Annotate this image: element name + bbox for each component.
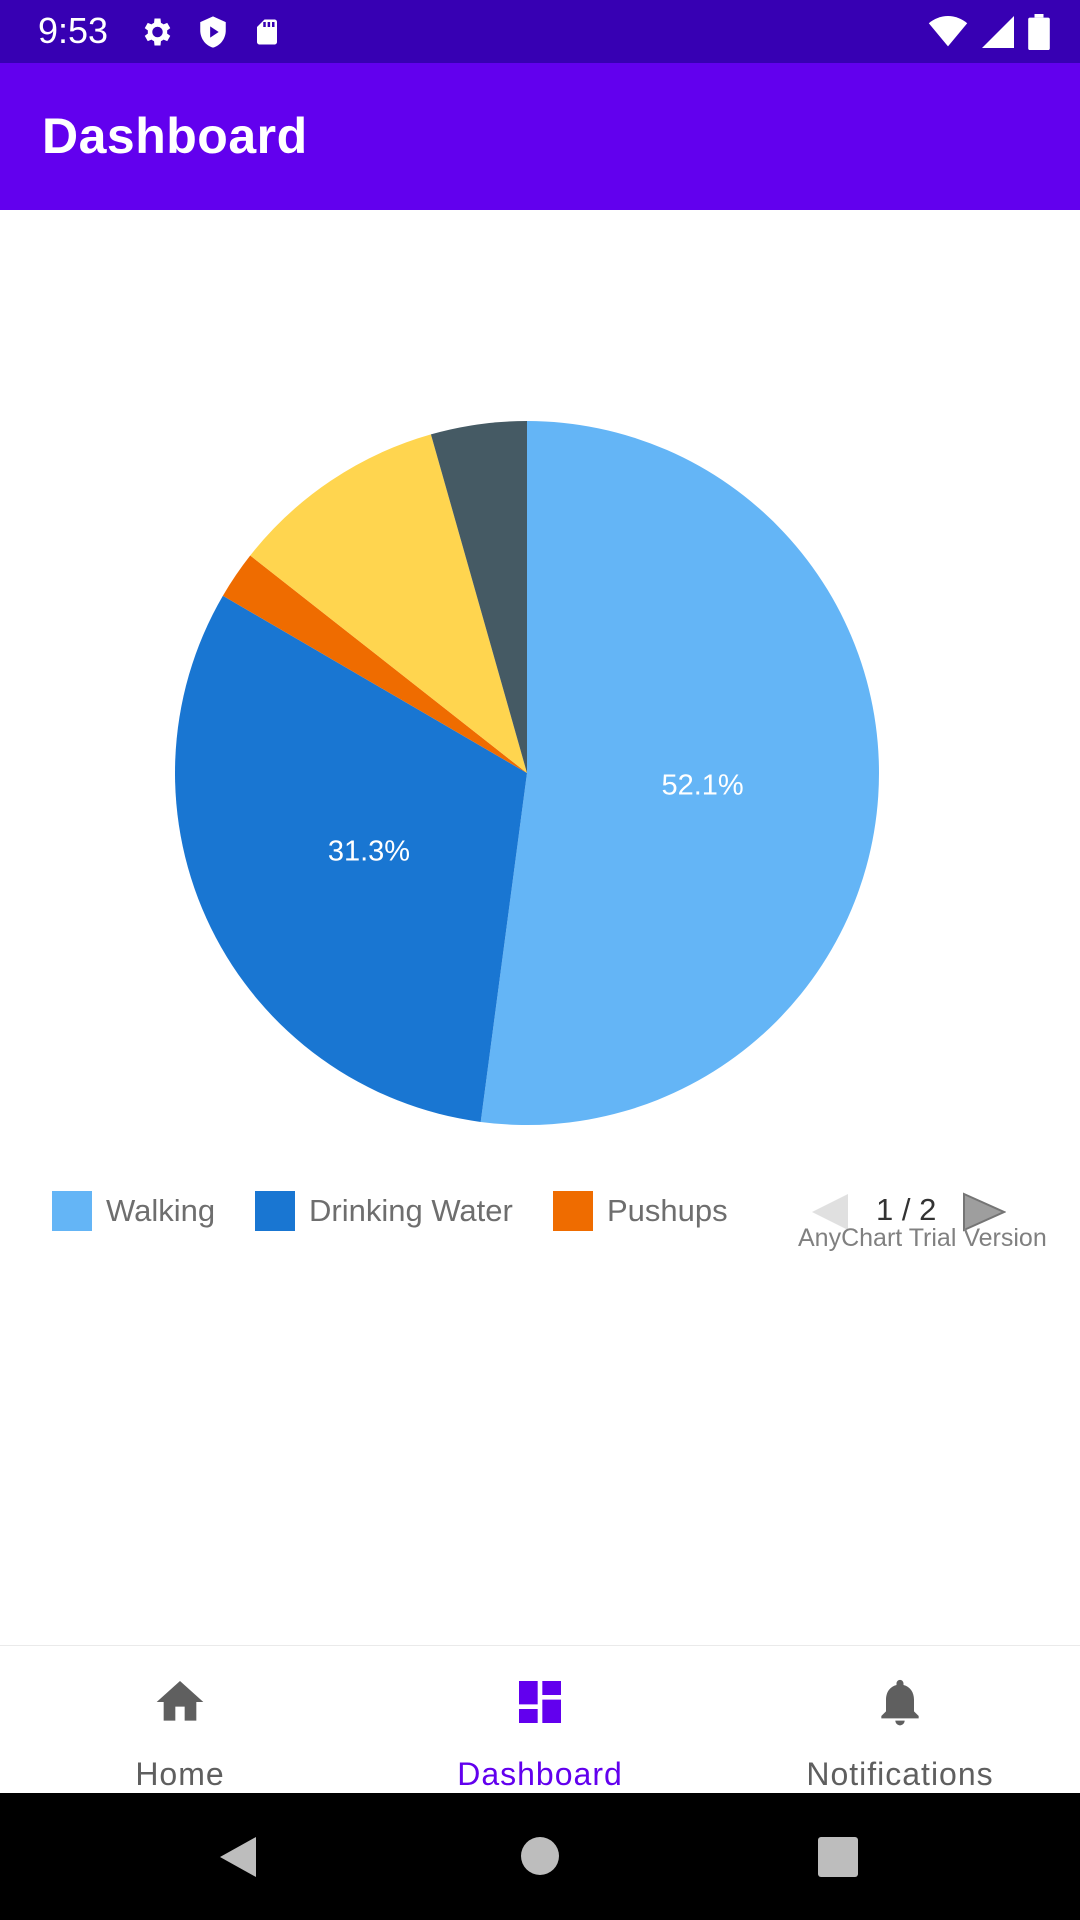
pie-slice-item-4[interactable] [430, 421, 527, 773]
sd-card-icon [257, 19, 277, 45]
status-time: 9:53 [38, 10, 109, 51]
legend-swatch [553, 1191, 593, 1231]
legend-page-indicator: 1 / 2 [876, 1192, 937, 1227]
page-title: Dashboard [42, 108, 308, 164]
nav-item-notifications[interactable]: Notifications [720, 1646, 1080, 1794]
back-icon[interactable] [216, 1833, 260, 1881]
chart-legend: Walking Drinking Water Pushups [0, 1185, 1080, 1245]
home-icon [156, 1681, 204, 1721]
nav-item-dashboard[interactable]: Dashboard [360, 1646, 720, 1794]
legend-label: Pushups [607, 1193, 728, 1228]
legend-prev-icon[interactable] [810, 1192, 850, 1232]
nav-label: Notifications [806, 1756, 994, 1792]
home-circle-icon[interactable] [519, 1835, 561, 1877]
recents-icon[interactable] [817, 1836, 859, 1878]
battery-icon [1028, 14, 1050, 50]
pie-data-label: 52.1% [661, 770, 743, 802]
legend-label: Walking [106, 1193, 216, 1228]
legend-pager: 1 / 2 [810, 1190, 1010, 1234]
legend-next-icon[interactable] [962, 1192, 1006, 1232]
signal-icon [982, 16, 1014, 48]
legend-swatch [255, 1191, 295, 1231]
pie-slice-drinking-water[interactable] [174, 595, 527, 1122]
bell-icon [881, 1679, 919, 1726]
pie-slice-pushups[interactable] [222, 555, 527, 773]
nav-label: Home [135, 1756, 225, 1792]
bottom-nav: Home Dashboard Notifications [0, 1645, 1080, 1794]
pie-chart-svg: 52.1% 31.3% [174, 421, 879, 1125]
settings-icon [144, 18, 171, 46]
shield-play-icon [200, 16, 226, 48]
wifi-icon [928, 16, 968, 47]
pie-data-label: 31.3% [328, 835, 410, 867]
pie-chart: 52.1% 31.3% [0, 210, 1080, 1210]
system-nav-bar [0, 1793, 1080, 1920]
legend-item-drinking-water[interactable]: Drinking Water [255, 1191, 513, 1231]
pie-slice-item-3[interactable] [250, 434, 527, 773]
legend-item-walking[interactable]: Walking [52, 1191, 215, 1231]
nav-label: Dashboard [457, 1756, 623, 1792]
status-bar: 9:53 [0, 0, 1080, 63]
pie-slice-walking[interactable] [480, 421, 879, 1125]
dashboard-icon [519, 1681, 561, 1723]
nav-item-home[interactable]: Home [0, 1646, 360, 1794]
app-bar: Dashboard [0, 63, 1080, 210]
legend-label: Drinking Water [309, 1193, 513, 1228]
trial-watermark: AnyChart Trial Version [798, 1224, 1047, 1252]
legend-swatch [52, 1191, 92, 1231]
legend-item-pushups[interactable]: Pushups [553, 1191, 728, 1231]
